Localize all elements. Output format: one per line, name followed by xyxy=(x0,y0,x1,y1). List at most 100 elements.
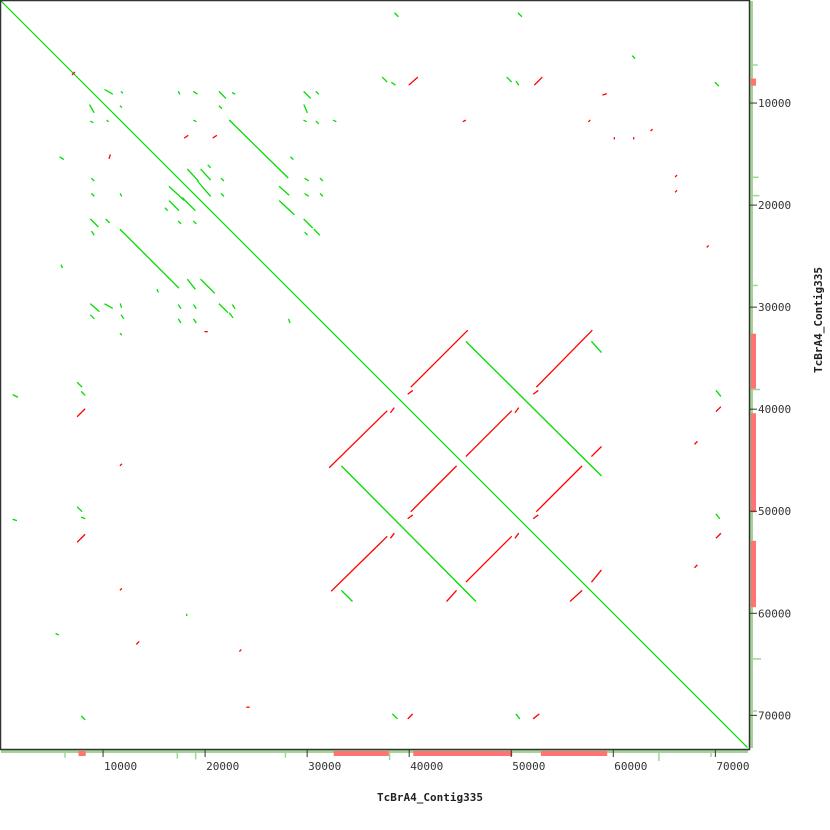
forward-match-segment xyxy=(104,303,114,310)
x-tick-label: 70000 xyxy=(716,760,749,773)
forward-match-segment xyxy=(517,12,523,18)
forward-match-segment xyxy=(197,180,212,197)
reverse-match-segment xyxy=(76,533,86,543)
forward-match-segment xyxy=(218,105,223,110)
forward-match-segment xyxy=(381,76,388,83)
forward-match-segment xyxy=(120,90,124,94)
forward-match-segment xyxy=(192,220,197,225)
forward-match-segment xyxy=(218,90,227,99)
y-coverage-reverse-bar xyxy=(751,78,756,86)
forward-match-segment xyxy=(90,192,95,197)
forward-match-segment xyxy=(119,303,123,308)
forward-match-segment xyxy=(186,278,196,290)
forward-match-segment xyxy=(304,231,309,236)
forward-match-segment xyxy=(192,90,198,95)
x-coverage-peak xyxy=(710,750,712,757)
reverse-match-segment xyxy=(674,174,678,178)
forward-match-segment xyxy=(319,177,324,182)
forward-match-segment xyxy=(465,340,602,477)
forward-match-segment xyxy=(303,119,307,123)
forward-match-segment xyxy=(80,715,86,721)
x-coverage-reverse-bar xyxy=(78,751,86,756)
forward-match-segment xyxy=(90,230,95,236)
forward-match-segment xyxy=(168,200,180,212)
forward-match-segment xyxy=(192,304,197,310)
reverse-match-segment xyxy=(408,76,419,86)
y-tick-label: 20000 xyxy=(758,199,791,212)
reverse-match-segment xyxy=(602,93,607,96)
reverse-match-segment xyxy=(674,189,678,193)
reverse-match-segment xyxy=(407,713,414,720)
reverse-match-segment xyxy=(532,514,539,520)
reverse-match-segment xyxy=(446,589,458,602)
reverse-match-segment xyxy=(694,440,698,445)
forward-match-segment xyxy=(715,389,722,397)
reverse-match-segment xyxy=(694,564,698,569)
forward-match-segment xyxy=(313,228,321,236)
forward-match-segment xyxy=(177,90,181,95)
forward-match-segment xyxy=(303,104,309,114)
y-coverage-reverse-bar xyxy=(751,413,756,513)
forward-match-segment xyxy=(714,81,720,87)
forward-match-segment xyxy=(90,177,95,182)
forward-match-segment xyxy=(119,228,180,289)
forward-match-segment xyxy=(218,303,229,314)
reverse-match-segment xyxy=(389,407,395,414)
reverse-match-segment xyxy=(330,535,388,592)
axis-ticks: 10000 20000 30000 40000 50000 60000 70000 10000… xyxy=(102,97,791,773)
forward-match-segment xyxy=(289,156,294,161)
y-tick-label: 70000 xyxy=(758,709,791,722)
reverse-match-segment xyxy=(328,410,388,469)
forward-match-segment xyxy=(168,185,185,201)
x-coverage-peak xyxy=(64,750,66,758)
forward-match-segment xyxy=(304,177,310,182)
y-axis-title: TcBrA4_Contig335 xyxy=(812,267,825,373)
forward-match-segment xyxy=(228,119,289,179)
reverse-match-segment xyxy=(706,244,710,248)
forward-match-segment xyxy=(515,80,520,86)
y-coverage-peak xyxy=(750,658,761,660)
x-coverage-peak xyxy=(176,750,179,759)
forward-match-segment xyxy=(278,200,295,216)
forward-match-segment xyxy=(200,278,216,294)
reverse-match-segment xyxy=(212,134,218,139)
forward-match-segment xyxy=(119,332,123,336)
forward-match-segment xyxy=(304,192,310,197)
reverse-match-segment xyxy=(410,329,469,388)
forward-match-segment xyxy=(164,207,169,212)
forward-match-segment xyxy=(315,120,320,125)
y-coverage-reverse-bar xyxy=(751,333,756,389)
forward-match-segment xyxy=(390,81,396,86)
forward-match-segment xyxy=(231,304,236,310)
forward-match-segment xyxy=(315,90,320,95)
forward-match-segment xyxy=(207,164,212,169)
reverse-match-segment xyxy=(407,514,414,520)
forward-match-segment xyxy=(340,465,477,602)
reverse-match-segment xyxy=(514,407,520,414)
forward-match-segment xyxy=(12,394,19,398)
reverse-match-segment xyxy=(650,128,653,132)
reverse-match-segment xyxy=(715,532,722,539)
forward-match-segment xyxy=(590,340,602,353)
forward-match-segment xyxy=(59,156,65,161)
x-axis-title: TcBrA4_Contig335 xyxy=(377,791,483,804)
forward-match-segment xyxy=(391,713,398,720)
reverse-match-segment xyxy=(587,119,591,123)
forward-match-segment xyxy=(192,318,197,324)
reverse-match-segment xyxy=(119,587,123,591)
forward-match-segment xyxy=(89,120,94,124)
reverse-match-segment xyxy=(535,329,593,388)
forward-match-segment xyxy=(104,88,114,95)
forward-match-segment xyxy=(303,90,312,99)
forward-match-segment xyxy=(515,713,521,720)
alignment-segments xyxy=(0,0,748,748)
coverage-histograms xyxy=(1,1,761,761)
reverse-match-segment xyxy=(71,71,76,76)
forward-match-segment xyxy=(177,304,182,310)
forward-match-segment xyxy=(231,91,236,95)
x-tick-label: 40000 xyxy=(410,760,443,773)
x-tick-label: 50000 xyxy=(512,760,545,773)
forward-match-segment xyxy=(12,518,18,522)
y-coverage-peak xyxy=(750,176,759,179)
